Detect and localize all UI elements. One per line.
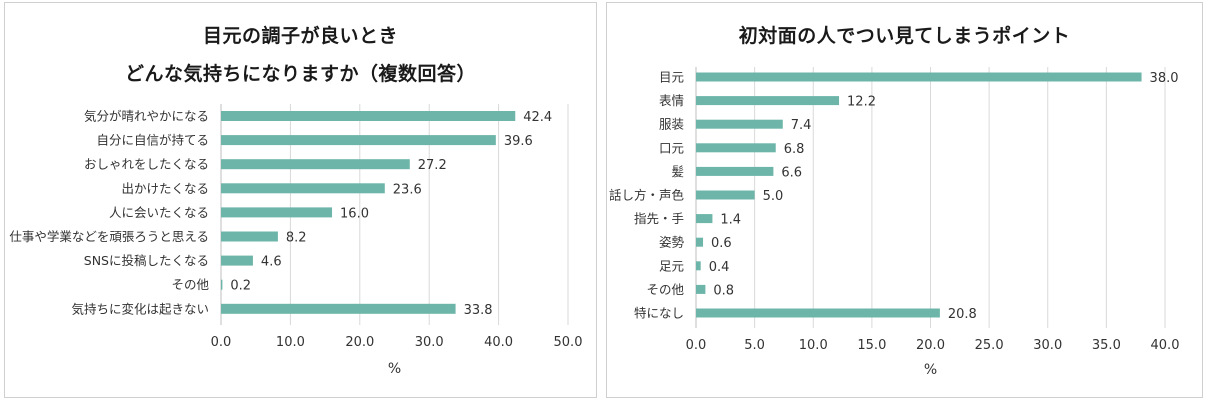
data-label: 33.8 bbox=[464, 303, 493, 318]
data-label: 16.0 bbox=[340, 206, 369, 221]
bar bbox=[221, 111, 516, 121]
bar bbox=[696, 166, 774, 176]
x-tick-label: 0.0 bbox=[686, 338, 707, 353]
data-label: 0.4 bbox=[709, 260, 730, 275]
bar bbox=[221, 207, 333, 218]
category-label: 指先・手 bbox=[634, 211, 684, 226]
bar bbox=[696, 237, 704, 247]
x-tick-label: 15.0 bbox=[857, 338, 886, 353]
category-label: 髪 bbox=[671, 164, 684, 179]
data-label: 6.8 bbox=[784, 142, 805, 157]
data-label: 12.2 bbox=[847, 95, 876, 110]
data-label: 0.6 bbox=[711, 236, 732, 251]
data-label: 38.0 bbox=[1150, 71, 1179, 86]
data-label: 7.4 bbox=[791, 118, 812, 133]
bar bbox=[221, 279, 223, 290]
bar bbox=[696, 284, 706, 294]
x-tick-label: 40.0 bbox=[484, 335, 513, 350]
category-label: 話し方・声色 bbox=[609, 188, 685, 203]
category-label: 人に会いたくなる bbox=[109, 205, 209, 220]
category-label: 特になし bbox=[634, 306, 684, 321]
bar-chart-eye-condition: 0.0 10.0 20.0 30.0 40.0 50.0 気分が晴れやかになる 42.4 自分に… bbox=[9, 104, 583, 377]
category-label: 表情 bbox=[659, 93, 684, 108]
bar bbox=[221, 231, 278, 242]
bar bbox=[221, 255, 253, 266]
chart-panel-eye-condition: 目元の調子が良いとき どんな気持ちになりますか（複数回答） 0.0 10.0 20.… bbox=[4, 2, 597, 398]
data-label: 20.8 bbox=[948, 307, 977, 322]
data-label: 0.2 bbox=[230, 279, 251, 294]
chart-panel-first-impression: 初対面の人でつい見てしまうポイント 0.0 5.0 10.0 15.0 20.0 25.0… bbox=[606, 2, 1203, 398]
bar bbox=[221, 183, 385, 194]
data-label: 23.6 bbox=[393, 182, 422, 197]
data-label: 1.4 bbox=[720, 213, 741, 228]
x-tick-label: 40.0 bbox=[1151, 338, 1180, 353]
category-label: SNSに投稿したくなる bbox=[84, 253, 209, 268]
x-axis-label: % bbox=[924, 362, 937, 378]
bar bbox=[696, 143, 776, 153]
x-tick-label: 35.0 bbox=[1092, 338, 1121, 353]
bar bbox=[696, 261, 701, 271]
data-label: 4.6 bbox=[261, 255, 282, 270]
data-label: 0.8 bbox=[713, 283, 734, 298]
x-tick-label: 10.0 bbox=[799, 338, 828, 353]
x-tick-label: 30.0 bbox=[415, 335, 444, 350]
category-label: その他 bbox=[171, 277, 209, 292]
x-tick-label: 20.0 bbox=[916, 338, 945, 353]
category-label: 自分に自信が持てる bbox=[96, 133, 209, 148]
bar bbox=[221, 135, 496, 146]
category-label: 仕事や学業などを頑張ろうと思える bbox=[9, 229, 209, 244]
bar-chart-first-impression: 0.0 5.0 10.0 15.0 20.0 25.0 30.0 35.0 40.0 目元 38.0… bbox=[609, 67, 1180, 378]
x-axis-label: % bbox=[388, 361, 401, 377]
chart-title: 初対面の人でつい見てしまうポイント bbox=[738, 25, 1071, 47]
data-label: 39.6 bbox=[504, 134, 533, 149]
category-label: 出かけたくなる bbox=[121, 181, 209, 196]
category-label: その他 bbox=[646, 282, 684, 297]
x-tick-label: 20.0 bbox=[345, 335, 374, 350]
category-label: 足元 bbox=[659, 258, 684, 273]
x-tick-label: 30.0 bbox=[1033, 338, 1062, 353]
x-tick-label: 25.0 bbox=[975, 338, 1004, 353]
data-label: 6.6 bbox=[781, 165, 802, 180]
bar bbox=[696, 214, 713, 224]
data-label: 42.4 bbox=[523, 110, 552, 125]
bar bbox=[696, 308, 940, 318]
x-tick-label: 5.0 bbox=[744, 338, 765, 353]
category-label: 気分が晴れやかになる bbox=[84, 109, 209, 124]
category-label: 姿勢 bbox=[659, 235, 685, 250]
x-tick-label: 0.0 bbox=[211, 335, 232, 350]
bar bbox=[696, 119, 783, 129]
data-label: 5.0 bbox=[763, 189, 784, 204]
data-label: 27.2 bbox=[418, 158, 447, 173]
data-label: 8.2 bbox=[286, 231, 307, 246]
category-label: 目元 bbox=[659, 70, 684, 85]
chart-title-line2: どんな気持ちになりますか（複数回答） bbox=[124, 63, 476, 85]
bar bbox=[696, 72, 1142, 82]
x-tick-label: 10.0 bbox=[276, 335, 305, 350]
chart-title-line1: 目元の調子が良いとき bbox=[202, 25, 398, 47]
bar bbox=[696, 190, 755, 200]
bar bbox=[221, 303, 456, 314]
x-tick-label: 50.0 bbox=[554, 335, 583, 350]
category-label: 服装 bbox=[659, 117, 684, 132]
bar bbox=[221, 159, 410, 170]
category-label: 気持ちに変化は起きない bbox=[71, 301, 209, 316]
bar bbox=[696, 96, 840, 106]
category-label: 口元 bbox=[659, 140, 684, 155]
category-label: おしゃれをしたくなる bbox=[84, 157, 209, 172]
